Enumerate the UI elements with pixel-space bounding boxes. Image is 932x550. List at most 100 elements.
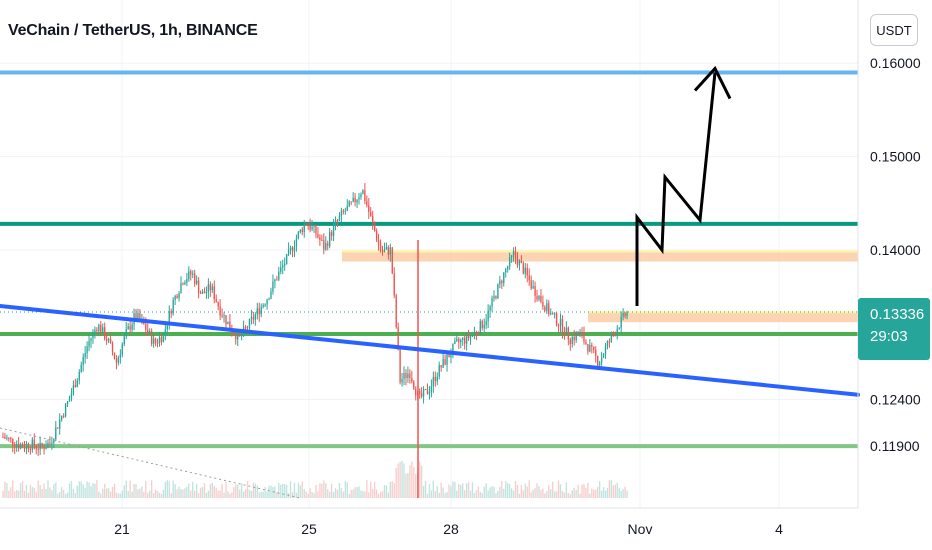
candle-body (76, 380, 79, 388)
candle-body (360, 194, 362, 198)
candle-body (25, 444, 28, 449)
volume-bar (503, 488, 505, 498)
volume-bar (350, 489, 352, 498)
currency-button[interactable]: USDT (870, 14, 918, 46)
volume-bar (375, 489, 378, 498)
volume-bar (620, 491, 622, 498)
candle-body (260, 306, 262, 315)
candle-body (428, 391, 431, 394)
candle-body (577, 333, 579, 335)
candle-body (135, 313, 137, 319)
old-trendline[interactable] (0, 427, 301, 499)
candle-body (426, 389, 429, 394)
volume-bar (532, 489, 534, 498)
candle-body (370, 212, 372, 217)
volume-bar (358, 486, 360, 498)
volume-bar (105, 488, 108, 498)
candle-body (80, 364, 82, 372)
volume-bar (78, 481, 80, 498)
volume-bar (319, 483, 321, 498)
candle-body (227, 321, 229, 325)
candle-body (544, 306, 546, 312)
volume-bar (573, 487, 575, 498)
candle-body (248, 318, 251, 328)
candle-body (330, 232, 333, 236)
candle-body (579, 332, 581, 335)
volume-bar (526, 486, 528, 498)
volume-bar (555, 491, 558, 498)
candle-body (340, 210, 343, 217)
candle-body (618, 328, 620, 330)
candle-body (238, 331, 241, 336)
candle-body (170, 310, 172, 314)
candle-body (149, 330, 151, 333)
candle-body (66, 401, 69, 404)
volume-bar (215, 487, 217, 498)
candle-body (373, 223, 376, 232)
candle-body (194, 273, 196, 284)
volume-bar (344, 480, 347, 498)
volume-bar (516, 485, 519, 498)
volume-bar (225, 481, 227, 498)
candle-body (254, 314, 257, 320)
candle-body (364, 190, 366, 201)
candle-body (82, 357, 84, 365)
volume-bar (505, 481, 507, 498)
price-tick-label: 0.16000 (870, 55, 921, 71)
volume-bar (150, 480, 153, 498)
candle-body (463, 337, 466, 344)
candle-body (596, 355, 599, 366)
candle-body (315, 225, 317, 234)
candle-body (602, 354, 605, 358)
candle-body (479, 321, 481, 335)
volume-bar (475, 490, 478, 498)
drawings[interactable] (0, 65, 860, 499)
candle-body (503, 272, 505, 284)
candle-body (557, 325, 560, 327)
trendline[interactable] (0, 304, 860, 397)
volume-bar (518, 493, 521, 498)
price-axis[interactable]: 0.16000 0.15000 0.14000 0.12400 0.11900 (870, 55, 921, 454)
candle-body (485, 320, 487, 325)
volume-bar (342, 491, 345, 498)
candle-body (299, 229, 302, 233)
candle-body (348, 201, 350, 207)
volume-bar (266, 491, 268, 498)
candle-body (319, 237, 321, 240)
candle-body (334, 220, 337, 225)
volume-bar (522, 490, 525, 498)
volume-bar (109, 491, 112, 498)
volume-bar (348, 493, 350, 498)
volume-bar (346, 482, 348, 498)
candle-body (240, 335, 243, 337)
time-tick-label: 25 (301, 521, 317, 537)
volume-bar (534, 488, 536, 498)
candle-body (59, 419, 61, 429)
candle-body (458, 338, 460, 343)
candle-body (195, 280, 198, 284)
volume-bar (299, 485, 302, 498)
volume-bar (291, 492, 294, 498)
candle-body (70, 393, 73, 399)
volume-bar (154, 489, 157, 498)
volume-bar (614, 484, 616, 498)
time-tick-label: 4 (775, 521, 783, 537)
candle-body (483, 324, 485, 329)
volume-bar (135, 484, 137, 498)
candle-body (352, 197, 354, 202)
candle-body (520, 260, 523, 263)
volume-bar (524, 483, 526, 498)
volume-bar (510, 488, 513, 498)
candle-body (6, 437, 8, 439)
candle-body (489, 306, 491, 311)
projection-path[interactable] (635, 72, 717, 307)
candle-body (413, 381, 415, 389)
volume-bar (307, 493, 309, 498)
candle-body (415, 388, 417, 396)
time-axis[interactable]: 21 25 28 Nov 4 (114, 521, 783, 537)
volume-bar (164, 481, 167, 498)
volume-bar (41, 488, 43, 498)
volume-bar (33, 487, 35, 498)
candle-body (624, 313, 626, 317)
